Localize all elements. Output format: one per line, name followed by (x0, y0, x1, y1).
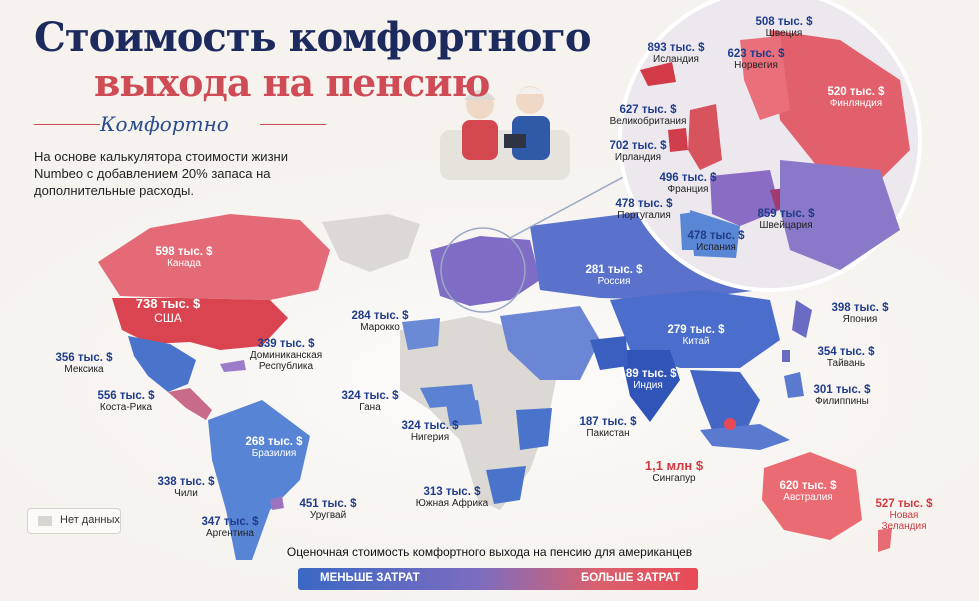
greenland-shape (322, 214, 420, 272)
uruguay-shape (270, 496, 284, 510)
legend-title: Оценочная стоимость комфортного выхода н… (286, 545, 693, 559)
label-nigeria: 324 тыс. $ Нигерия (401, 420, 459, 443)
pakistan-shape (590, 336, 628, 370)
label-dominican-republic: 339 тыс. $ Доминиканская Республика (249, 338, 323, 372)
indonesia-shape (700, 424, 790, 450)
label-pakistan: 187 тыс. $ Пакистан (579, 416, 637, 439)
label-uk: 627 тыс. $ Великобритания (609, 104, 687, 127)
subtitle-rule-right (260, 124, 326, 125)
middle-east-shape (500, 306, 600, 380)
subtitle: Комфортно (100, 112, 229, 136)
japan-shape (792, 300, 812, 338)
new-zealand-shape (878, 528, 892, 552)
no-data-legend: Нет данных (27, 508, 121, 534)
label-uruguay: 451 тыс. $ Уругвай (299, 498, 357, 521)
label-portugal: 478 тыс. $ Португалия (615, 198, 673, 221)
singapore-marker (724, 418, 736, 430)
legend-high-label: БОЛЬШЕ ЗАТРАТ (580, 572, 680, 584)
se-asia-shape (690, 370, 760, 440)
label-singapore: 1,1 млн $ Сингапур (644, 458, 704, 484)
morocco-shape (402, 318, 440, 350)
central-america-shape (168, 388, 212, 420)
label-mexico: 356 тыс. $ Мексика (55, 352, 113, 375)
caribbean-shape (220, 360, 246, 372)
label-morocco: 284 тыс. $ Марокко (351, 310, 409, 333)
page-title-line2: выхода на пенсию (94, 60, 490, 105)
europe-shape (430, 236, 540, 306)
label-taiwan: 354 тыс. $ Тайвань (817, 346, 875, 369)
label-norway: 623 тыс. $ Норвегия (727, 48, 785, 71)
color-scale-bar: МЕНЬШЕ ЗАТРАТ БОЛЬШЕ ЗАТРАТ (298, 568, 698, 590)
south-africa-shape (486, 466, 526, 504)
retired-couple-illustration (440, 86, 570, 180)
canada-shape (98, 214, 330, 300)
philippines-shape (784, 372, 804, 398)
label-chile: 338 тыс. $ Чили (157, 476, 215, 499)
no-data-swatch (38, 516, 52, 526)
label-brazil: 268 тыс. $ Бразилия (245, 436, 303, 459)
page-title-line1: Стоимость комфортного (34, 14, 592, 61)
label-australia: 620 тыс. $ Австралия (779, 480, 837, 503)
europe-highlight (440, 227, 526, 313)
china-shape (610, 290, 780, 368)
label-ireland: 702 тыс. $ Ирландия (609, 140, 667, 163)
label-sweden: 508 тыс. $ Швеция (755, 16, 813, 39)
india-shape (620, 350, 680, 422)
label-usa: 738 тыс. $ США (135, 296, 201, 325)
label-south-africa: 313 тыс. $ Южная Африка (415, 486, 489, 509)
legend-low-label: МЕНЬШЕ ЗАТРАТ (320, 572, 420, 584)
description: На основе калькулятора стоимости жизни N… (34, 149, 288, 198)
label-china: 279 тыс. $ Китай (667, 324, 725, 347)
label-finland: 520 тыс. $ Финляндия (827, 86, 885, 109)
label-switzerland: 859 тыс. $ Швейцария (757, 208, 815, 231)
label-france: 496 тыс. $ Франция (659, 172, 717, 195)
label-japan: 398 тыс. $ Япония (831, 302, 889, 325)
east-africa-shape (516, 408, 552, 450)
label-russia: 281 тыс. $ Россия (585, 264, 643, 287)
subtitle-rule-left (34, 124, 100, 125)
label-iceland: 893 тыс. $ Исландия (647, 42, 705, 65)
taiwan-shape (782, 350, 790, 362)
label-spain: 478 тыс. $ Испания (687, 230, 745, 253)
nigeria-shape (446, 400, 482, 426)
label-argentina: 347 тыс. $ Аргентина (201, 516, 259, 539)
label-canada: 598 тыс. $ Канада (155, 246, 213, 269)
label-ghana: 324 тыс. $ Гана (341, 390, 399, 413)
europe-inset-map (640, 30, 910, 270)
usa-shape (112, 298, 288, 350)
no-data-label: Нет данных (60, 514, 120, 526)
mexico-shape (128, 336, 196, 392)
label-costa-rica: 556 тыс. $ Коста-Рика (97, 390, 155, 413)
label-india: 189 тыс. $ Индия (619, 368, 677, 391)
south-america-shape (208, 400, 310, 560)
label-new-zealand: 527 тыс. $ Новая Зеландия (875, 498, 933, 532)
label-philippines: 301 тыс. $ Филиппины (813, 384, 871, 407)
australia-shape (762, 452, 862, 540)
